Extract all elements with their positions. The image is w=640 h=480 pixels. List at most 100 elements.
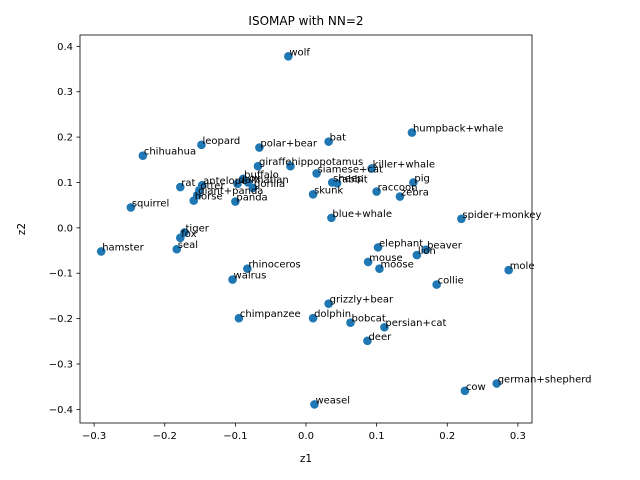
point-label: tiger xyxy=(186,223,210,234)
point-label: mouse xyxy=(369,253,403,264)
data-point xyxy=(504,265,513,275)
point-label: humpback+whale xyxy=(413,124,503,135)
data-point xyxy=(457,214,466,224)
point-label: weasel xyxy=(315,395,350,406)
data-point xyxy=(432,280,441,289)
point-label: killer+whale xyxy=(373,159,435,170)
point-label: wolf xyxy=(289,47,310,58)
data-point xyxy=(324,137,333,146)
x-tick-label: 0.3 xyxy=(510,431,526,442)
x-tick-label: 0.1 xyxy=(369,431,385,442)
point-label: seal xyxy=(178,240,198,251)
point-label: gorilla xyxy=(254,179,285,190)
data-point xyxy=(460,386,470,396)
data-point xyxy=(189,196,199,205)
point-label: antelope xyxy=(203,176,247,187)
y-tick-label: 0.0 xyxy=(57,223,73,234)
data-point xyxy=(363,336,372,346)
data-point xyxy=(231,197,240,206)
data-point xyxy=(395,192,405,201)
data-point xyxy=(372,187,381,196)
data-point xyxy=(233,179,242,189)
x-axis: −0.3 −0.2 −0.1 0.0 0.1 0.2 0.3 xyxy=(82,423,526,442)
point-label: deer xyxy=(368,332,392,343)
point-label: squirrel xyxy=(132,198,169,209)
data-point xyxy=(96,247,106,256)
y-tick-label: 0.1 xyxy=(57,178,73,189)
data-point xyxy=(126,203,136,212)
x-tick-label: −0.1 xyxy=(223,431,247,442)
data-point xyxy=(175,182,185,192)
y-tick-label: −0.2 xyxy=(49,314,73,325)
x-tick-label: 0.0 xyxy=(298,431,314,442)
point-label: beaver xyxy=(427,241,463,252)
x-tick-label: 0.2 xyxy=(439,431,455,442)
data-point xyxy=(409,178,418,187)
data-point xyxy=(286,161,295,171)
data-point xyxy=(248,183,258,193)
point-label: giant+panda xyxy=(198,186,263,197)
point-label: chimpanzee xyxy=(240,309,301,320)
data-point xyxy=(175,233,185,243)
data-point xyxy=(407,128,417,137)
point-label: panda xyxy=(236,193,267,204)
data-point xyxy=(327,213,336,223)
point-label: elephant xyxy=(379,238,423,249)
data-point xyxy=(367,164,376,173)
point-label: pig xyxy=(414,173,429,184)
data-point xyxy=(308,313,318,323)
data-point xyxy=(375,264,384,274)
point-label: grizzly+bear xyxy=(330,295,394,306)
point-label: horse xyxy=(195,192,223,203)
y-tick-label: 0.3 xyxy=(57,87,73,98)
chart-title: ISOMAP with NN=2 xyxy=(248,14,363,28)
point-label: cow xyxy=(466,382,486,393)
point-label: walrus xyxy=(234,271,267,282)
data-point xyxy=(234,313,244,323)
point-label: zebra xyxy=(401,188,429,199)
y-tick-label: −0.3 xyxy=(49,360,73,371)
point-label: otter xyxy=(200,181,225,192)
data-point xyxy=(492,379,501,388)
point-label: giraffe xyxy=(259,157,291,168)
y-axis: −0.4 −0.3 −0.2 −0.1 0.0 0.1 0.2 0.3 0.4 xyxy=(49,42,80,416)
point-label: mole xyxy=(510,261,535,272)
data-point xyxy=(312,169,321,178)
x-tick-label: −0.2 xyxy=(153,431,177,442)
data-point xyxy=(255,143,264,152)
x-axis-label: z1 xyxy=(300,453,312,465)
data-point xyxy=(346,318,355,328)
data-point xyxy=(324,299,333,308)
point-label: rabbit xyxy=(338,174,368,185)
data-point xyxy=(308,189,318,199)
point-label: blue+whale xyxy=(332,209,392,220)
point-label: persian+cat xyxy=(385,318,446,329)
points-layer xyxy=(96,52,513,409)
point-label: buffalo xyxy=(244,170,279,181)
point-label: raccoon xyxy=(378,183,418,194)
point-label: rat xyxy=(181,178,195,189)
y-tick-label: 0.4 xyxy=(57,42,73,53)
point-label: dolphin xyxy=(314,309,351,320)
point-label: hamster xyxy=(102,242,144,253)
data-point xyxy=(373,243,383,252)
data-point xyxy=(138,151,148,161)
point-label: bat xyxy=(330,133,346,144)
data-point xyxy=(310,400,319,409)
data-point xyxy=(380,322,389,332)
point-label: polar+bear xyxy=(260,139,317,150)
y-tick-label: −0.4 xyxy=(49,405,73,416)
y-tick-label: 0.2 xyxy=(57,133,73,144)
data-point xyxy=(197,140,206,150)
point-label: spider+monkey xyxy=(462,210,541,221)
data-point xyxy=(421,245,431,254)
point-label: lion xyxy=(418,246,436,257)
data-point xyxy=(363,257,373,267)
data-point xyxy=(228,275,237,284)
point-label: moose xyxy=(380,260,413,271)
point-label: collie xyxy=(438,276,464,287)
point-label: ox xyxy=(249,173,261,184)
data-point xyxy=(332,179,342,188)
y-tick-label: −0.1 xyxy=(49,269,73,280)
